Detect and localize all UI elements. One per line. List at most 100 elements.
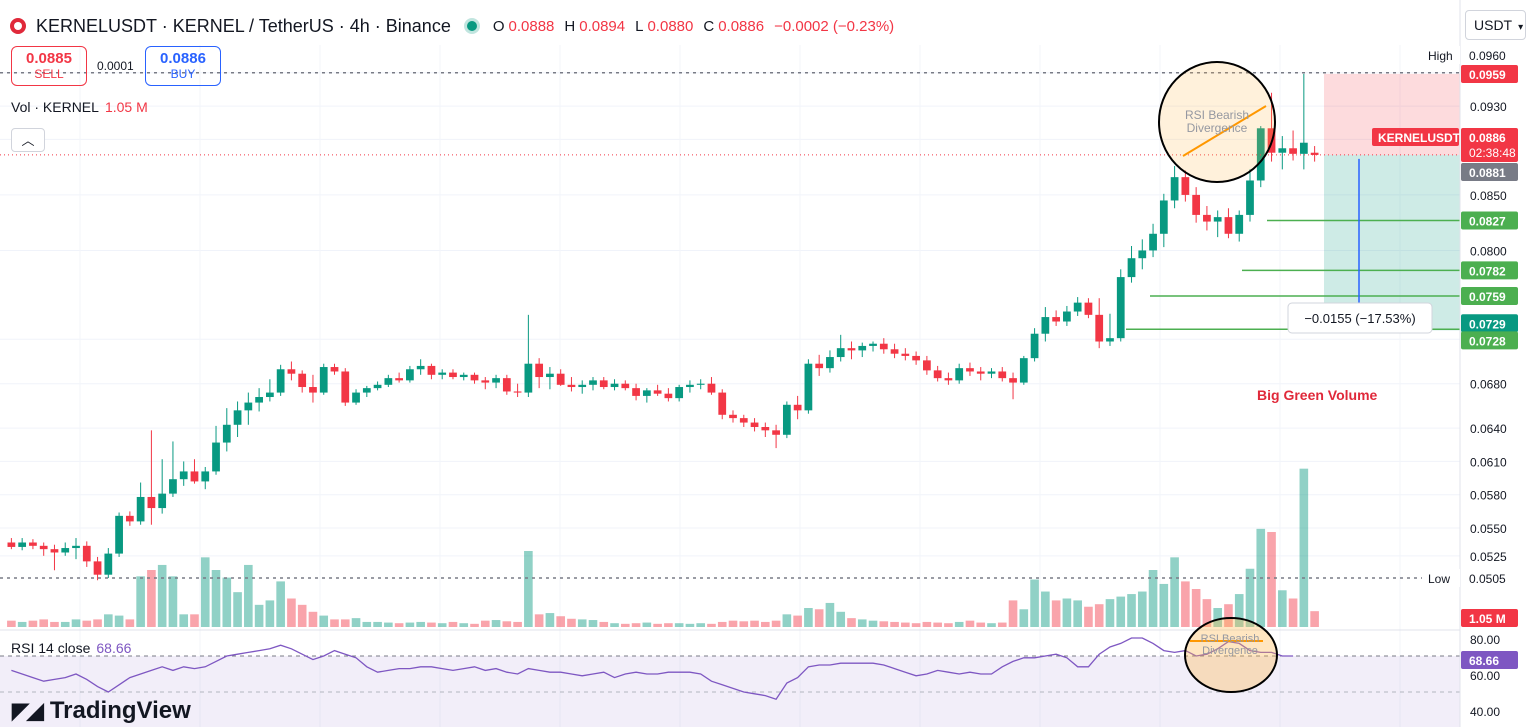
candle-body [686, 384, 694, 388]
candle [718, 389, 727, 420]
volume-bar [373, 621, 382, 627]
volume-bar [491, 620, 501, 627]
volume-bar [147, 570, 156, 627]
candle-body [233, 410, 242, 425]
candle-body [976, 371, 985, 374]
candle-body [815, 363, 824, 369]
volume-tag: 1.05 M [1461, 609, 1518, 627]
candle [675, 384, 684, 402]
volume-bar [362, 621, 372, 627]
candle-body [1289, 148, 1297, 154]
candle [1289, 130, 1297, 161]
volume-bar [965, 620, 975, 627]
candle [470, 372, 479, 384]
candle-body [707, 383, 716, 393]
volume-bar [642, 622, 652, 627]
volume-bar [847, 618, 856, 627]
candle [966, 362, 974, 376]
candle-body [1192, 194, 1201, 215]
candle-body [826, 357, 834, 369]
candle [815, 354, 824, 376]
candle-body [50, 549, 59, 553]
candle [416, 359, 425, 375]
rsi-legend[interactable]: RSI 14 close 68.66 [11, 640, 131, 656]
volume-bar [987, 623, 996, 627]
candle [459, 372, 468, 381]
currency-label: USDT [1474, 17, 1513, 33]
tradingview-logo-icon: ◤◢ [12, 698, 44, 723]
candle [179, 461, 188, 486]
volume-bar [437, 623, 447, 627]
candle-body [1041, 317, 1050, 334]
sell-button[interactable]: 0.0885 SELL [11, 46, 87, 86]
candle-body [610, 383, 619, 388]
volume-bar [340, 619, 350, 627]
candle-body [147, 496, 156, 509]
candle-body [966, 368, 974, 372]
volume-bar [114, 615, 124, 627]
volume-bar [125, 619, 135, 627]
price-tag-label-bg [1422, 569, 1460, 588]
volume-bar [534, 614, 544, 627]
candle-body [869, 343, 877, 346]
price-tag-label-bg [1422, 46, 1460, 64]
candle [546, 367, 554, 390]
collapse-legend-button[interactable]: ︿ [11, 128, 45, 152]
currency-selector[interactable]: USDT ▾ [1465, 10, 1526, 40]
current-symbol: KERNELUSDT [1378, 131, 1461, 145]
volume-bar [901, 622, 910, 627]
candle-body [922, 360, 931, 371]
candle [1159, 193, 1168, 248]
volume-bar [1202, 599, 1212, 627]
candle [93, 556, 102, 581]
candle [782, 401, 791, 439]
candle-body [72, 545, 80, 549]
candle [1084, 298, 1093, 319]
candle [233, 401, 242, 437]
volume-bar [60, 621, 70, 627]
candle [847, 341, 856, 360]
volume-bar [814, 609, 824, 627]
measure-label: −0.0155 (−17.53%) [1304, 311, 1415, 326]
volume-bar [1310, 611, 1319, 627]
volume-bar [1288, 598, 1298, 627]
candle-body [793, 404, 802, 411]
price-tick-label: 0.0850 [1470, 189, 1507, 203]
candle [1170, 166, 1179, 209]
volume-bar [545, 613, 555, 627]
market-status-icon [466, 21, 477, 31]
price-tag-text: 0.0759 [1469, 290, 1506, 304]
candle-body [7, 542, 16, 547]
candle [1235, 210, 1244, 242]
tradingview-logo[interactable]: ◤◢ TradingView [12, 697, 191, 725]
candle-body [675, 387, 684, 399]
candle-body [1106, 338, 1114, 342]
candle-body [449, 372, 457, 378]
volume-bar [50, 621, 59, 627]
price-tag: 0.0959 [1461, 65, 1518, 83]
symbol-title[interactable]: KERNELUSDT · KERNEL / TetherUS · 4h · Bi… [36, 15, 451, 36]
candle [136, 482, 145, 525]
candle [212, 425, 220, 475]
candle [362, 385, 371, 398]
buy-button[interactable]: 0.0886 BUY [145, 46, 221, 86]
candle-body [998, 371, 1007, 379]
candle [190, 459, 199, 484]
candle [524, 314, 533, 398]
candle [556, 369, 565, 386]
volume-bar [470, 623, 479, 627]
volume-bar [384, 622, 393, 627]
candle [438, 369, 447, 380]
candle-body [309, 387, 317, 393]
candle-body [1246, 180, 1254, 215]
volume-legend[interactable]: Vol · KERNEL 1.05 M [11, 99, 148, 115]
volume-bar [599, 621, 609, 627]
candle-body [1256, 128, 1265, 181]
ohlc-value: 0.0888 [508, 17, 555, 35]
candle-body [1235, 214, 1244, 234]
candle [1009, 372, 1017, 400]
candle-body [1084, 302, 1093, 315]
candle-body [642, 390, 651, 396]
